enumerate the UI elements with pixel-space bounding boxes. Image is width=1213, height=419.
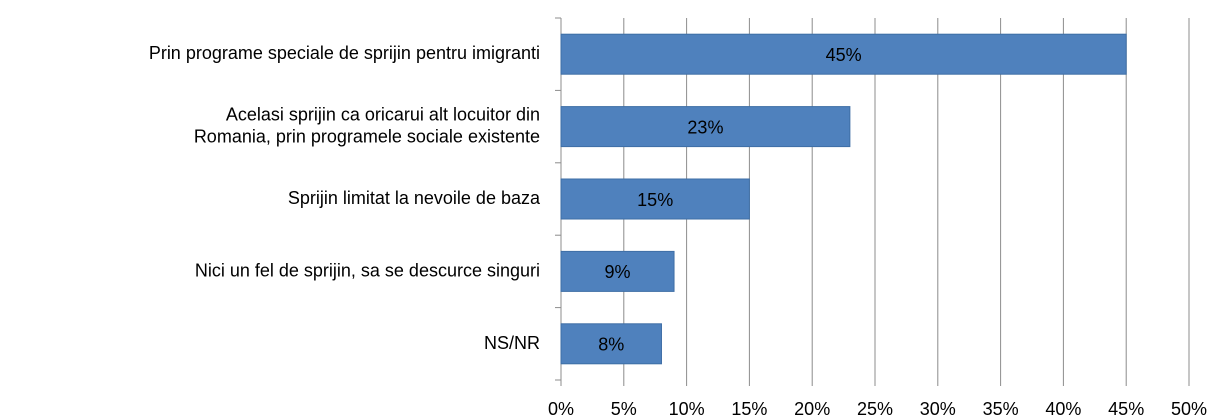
data-label: 9% xyxy=(605,262,631,282)
y-tick-label: Sprijin limitat la nevoile de baza xyxy=(288,188,541,208)
x-tick-label: 40% xyxy=(1045,399,1081,419)
x-tick-label: 5% xyxy=(611,399,637,419)
x-tick-label: 0% xyxy=(548,399,574,419)
data-label: 15% xyxy=(637,190,673,210)
y-tick-label: Prin programe speciale de sprijin pentru… xyxy=(149,43,540,63)
x-tick-label: 20% xyxy=(794,399,830,419)
data-label: 8% xyxy=(598,335,624,355)
x-tick-label: 10% xyxy=(669,399,705,419)
x-tick-label: 15% xyxy=(731,399,767,419)
bar xyxy=(560,323,662,365)
x-tick-label: 35% xyxy=(983,399,1019,419)
bar xyxy=(560,250,675,292)
x-tick-label: 50% xyxy=(1171,399,1207,419)
y-tick-label: NS/NR xyxy=(484,333,540,353)
data-label: 23% xyxy=(687,117,723,137)
bar xyxy=(560,33,1127,75)
bar xyxy=(560,106,851,148)
x-tick-label: 25% xyxy=(857,399,893,419)
x-tick-label: 45% xyxy=(1108,399,1144,419)
y-tick-label: Nici un fel de sprijin, sa se descurce s… xyxy=(195,260,540,280)
data-label: 45% xyxy=(826,45,862,65)
y-tick-label: Acelasi sprijin ca oricarui alt locuitor… xyxy=(194,104,540,146)
bar xyxy=(560,178,750,220)
x-tick-label: 30% xyxy=(920,399,956,419)
